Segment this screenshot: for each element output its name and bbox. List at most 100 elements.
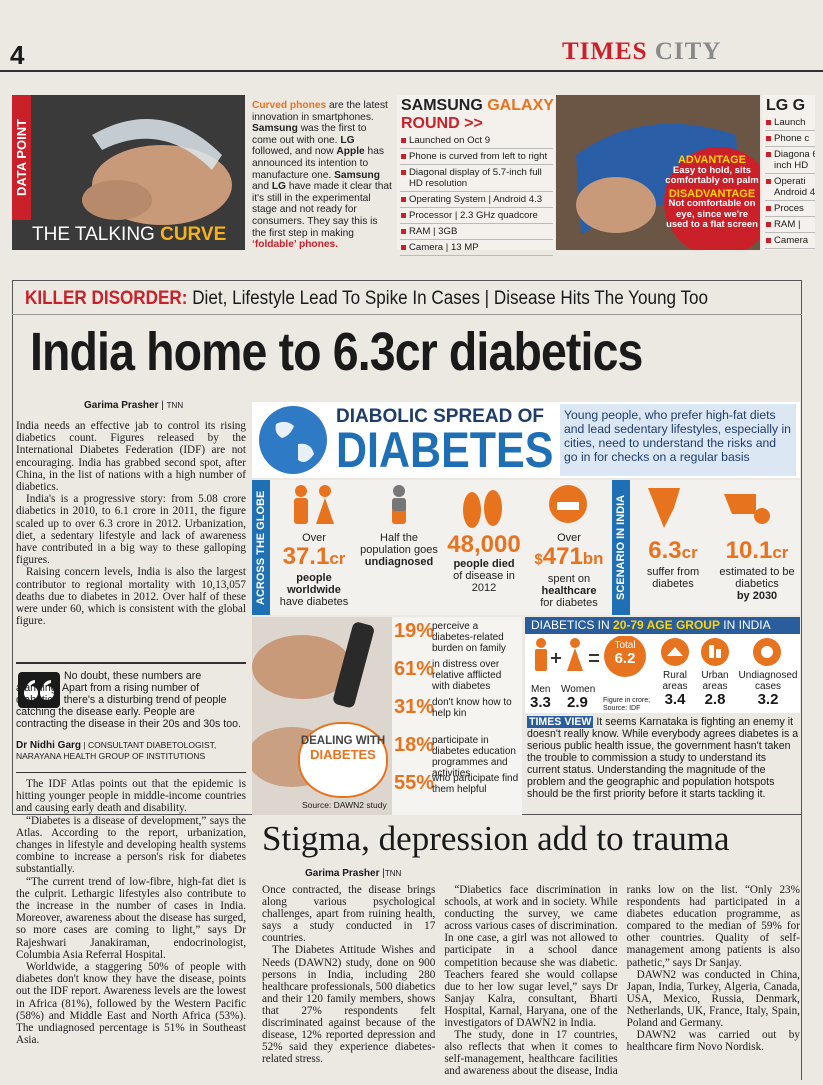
infographic-title-big: DIABETES: [336, 424, 554, 476]
stat-figure: 10.1: [725, 537, 773, 564]
bullet: [766, 120, 771, 125]
photo-samsung-phone: ADVANTAGE Easy to hold, sits comfortably…: [556, 95, 760, 250]
bullet: [401, 154, 406, 159]
headline-wrap: India home to 6.3cr diabetics: [30, 318, 800, 388]
dealing-title-2: DIABETES: [310, 747, 376, 762]
bullet: [401, 138, 406, 143]
advantage-title: ADVANTAGE: [677, 154, 747, 166]
bullet: [766, 222, 771, 227]
spec-item: Phone c: [765, 133, 815, 147]
spec-item: Launch: [765, 117, 815, 131]
bullet: [766, 136, 771, 141]
infographic-title: DIABOLIC SPREAD OF: [336, 406, 544, 427]
stat-text: spent on: [547, 573, 591, 585]
stat-icon: [289, 484, 339, 537]
stat-unit: cr: [329, 549, 346, 568]
stat-icon: [543, 484, 593, 537]
age-note: Figure in crore; Source: IDF: [603, 697, 651, 712]
second-byline-agency: TNN: [384, 869, 402, 878]
dealing-stat: 61% in distress over relative afflicted w…: [394, 658, 520, 694]
stat-strong: healthcare: [541, 585, 597, 597]
dealing-source: Source: DAWN2 study: [302, 800, 387, 810]
bullet: [766, 206, 771, 211]
spec-text: Camera: [774, 235, 809, 246]
bullet: [401, 229, 406, 234]
data-point-caption: THE TALKING CURVE: [32, 222, 245, 248]
lg-box: LG G Launch Phone c Diagona 6-inch HD Opera…: [762, 95, 815, 250]
dealing-text: perceive a diabetes-related burden on fa…: [432, 621, 506, 654]
stat-icon: [640, 484, 690, 537]
paragraph: Worldwide, a staggering 50% of people wi…: [16, 961, 246, 1047]
blurb-run: Apple: [336, 146, 365, 158]
stat-icon: [374, 484, 424, 537]
blurb-run: Curved phones: [252, 100, 327, 111]
bullet: [766, 179, 771, 184]
body-column-1: India needs an effective jab to control …: [16, 420, 246, 627]
stat-icon: [457, 484, 507, 537]
stat-strong: people worldwide: [287, 572, 341, 596]
blurb-run: have made it clear that it's still in th…: [252, 181, 392, 239]
spec-item: Operating System | Android 4.3: [400, 194, 553, 208]
bullet: [401, 197, 406, 202]
spec-text: Proces: [774, 203, 804, 214]
dealing-stat: 18% participate in diabetes education pro…: [394, 734, 520, 779]
spec-item: Camera | 13 MP: [400, 242, 553, 256]
stat: 10.1cr estimated to be diabetics by 2030: [716, 537, 798, 603]
data-point-blurb: Curved phones are the latest innovation …: [252, 100, 394, 251]
stat-text: Over: [557, 532, 581, 544]
age-figure: Rural areas 3.4: [655, 670, 695, 708]
second-byline: Garima Prasher |TNN: [305, 868, 402, 879]
stat-figure: 48,000: [447, 531, 521, 558]
age-label: Rural areas: [662, 670, 688, 692]
paragraph: DAWN2 was conducted in China, Japan, Ind…: [626, 968, 800, 1030]
brand: TIMES: [562, 38, 648, 65]
blurb-run: LG: [340, 134, 355, 146]
samsung-model: GALAXY: [487, 97, 554, 114]
blurb-run: was the first to come out with one.: [252, 123, 367, 146]
quote-name: Dr Nidhi Garg: [16, 740, 82, 751]
paragraph: DAWN2 was carried out by healthcare firm…: [626, 1029, 800, 1054]
bullet: [401, 213, 406, 218]
stat-icon: [722, 484, 772, 537]
second-headline: Stigma, depression add to trauma: [262, 819, 730, 858]
age-value: 2.8: [704, 691, 726, 708]
stat-strong: by 2030: [736, 590, 778, 602]
disadvantage-title: DISADVANTAGE: [668, 187, 756, 200]
stat: 48,000 people died of disease in 2012: [442, 531, 526, 595]
age-figure: Total 6.2: [605, 640, 645, 667]
age-value: 3.2: [757, 691, 779, 708]
blurb-run: LG: [271, 181, 286, 193]
spec-item: Operati Android 4: [765, 176, 815, 201]
data-point-label: DATA POINT: [12, 95, 31, 220]
samsung-box: SAMSUNG GALAXY ROUND >> Launched on Oct …: [397, 95, 555, 256]
spec-text: Diagona 6-inch HD: [774, 149, 815, 171]
right-rule: [801, 815, 802, 1080]
dealing-stat: 31% don't know how to help kin: [394, 696, 520, 732]
bullet: [766, 152, 771, 157]
lg-title: LG G: [766, 97, 806, 114]
page-number: 4: [10, 40, 25, 70]
dealing-stat: 19% perceive a diabetes-related burden on…: [394, 620, 520, 656]
age-label: Total: [614, 640, 636, 651]
kicker: KILLER DISORDER:: [25, 288, 188, 309]
samsung-model-2: ROUND >>: [401, 115, 483, 132]
blurb-run: has announced its intention to manufactu…: [252, 146, 384, 181]
section: CITY: [654, 38, 722, 65]
blurb-run: and: [252, 181, 272, 193]
dealing-title: DEALING WITH: [300, 735, 386, 747]
advantage: Easy to hold, sits comfortably on palm: [665, 164, 759, 186]
paragraph: The Diabetes Attitude Wishes and Needs (…: [262, 944, 436, 1066]
paragraph: The IDF Atlas points out that the epidem…: [16, 778, 246, 815]
age-figure: Undiagnosed cases 3.2: [737, 670, 799, 708]
dealing-badge: [298, 722, 388, 798]
stat-text: have diabetes: [279, 596, 349, 608]
age-icons: [535, 636, 781, 677]
times-view: TIMES VIEW It seems Karnataka is fightin…: [527, 716, 799, 812]
spec-text: Operati Android 4: [774, 176, 815, 198]
photo-illustration: [12, 95, 245, 250]
header-rule: [0, 70, 823, 72]
globe-icon: [259, 406, 327, 474]
dealing-text: who participate find them helpful: [432, 773, 519, 795]
spec-item: Diagonal display of 5.7-inch full HD res…: [400, 167, 553, 192]
